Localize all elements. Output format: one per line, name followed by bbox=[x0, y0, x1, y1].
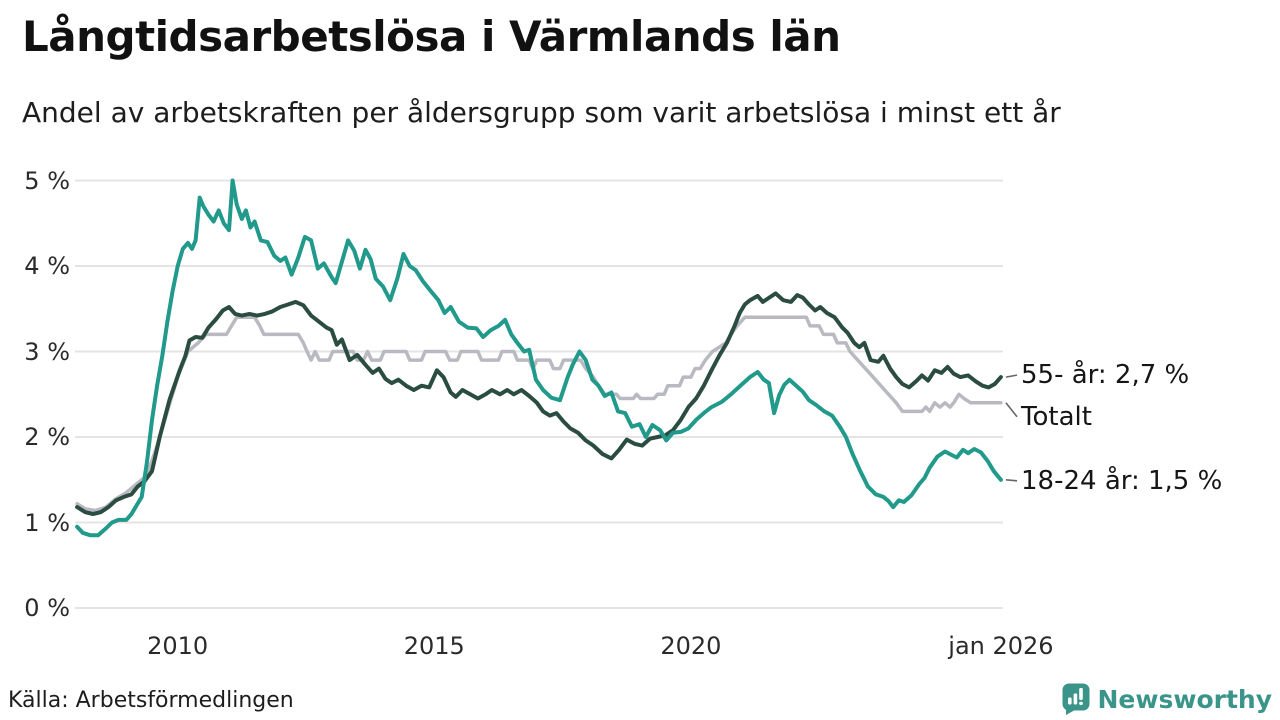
x-tick-label: jan 2026 bbox=[948, 632, 1054, 660]
end-label-connector-age-18-24 bbox=[1005, 479, 1018, 482]
series-end-label-total: Totalt bbox=[1021, 401, 1092, 432]
x-tick-label: 2020 bbox=[660, 632, 722, 660]
newsworthy-wordmark: Newsworthy bbox=[1097, 684, 1273, 714]
y-tick-label: 3 % bbox=[24, 337, 70, 366]
source-note: Källa: Arbetsförmedlingen bbox=[8, 688, 294, 713]
y-tick-label: 1 % bbox=[24, 508, 70, 537]
series-line-age-55-plus bbox=[75, 291, 1003, 516]
newsworthy-speech-bubble-chart-icon bbox=[1062, 683, 1089, 715]
chart-title: Långtidsarbetslösa i Värmlands län bbox=[22, 12, 841, 61]
x-tick-label: 2015 bbox=[403, 632, 465, 660]
x-tick-label: 2010 bbox=[147, 632, 209, 660]
series-line-age-18-24 bbox=[75, 178, 1003, 538]
newsworthy-logo[interactable]: Newsworthy bbox=[1061, 682, 1273, 716]
chart-subtitle: Andel av arbetskraften per åldersgrupp s… bbox=[22, 96, 1061, 129]
series-line-total bbox=[75, 315, 1003, 513]
end-label-connector-age-55-plus bbox=[1005, 374, 1018, 378]
y-tick-label: 0 % bbox=[24, 594, 70, 622]
y-tick-label: 2 % bbox=[24, 423, 70, 451]
series-end-label-age-55-plus: 55- år: 2,7 % bbox=[1021, 360, 1190, 391]
end-label-connector-total bbox=[1005, 402, 1018, 418]
y-tick-label: 4 % bbox=[24, 252, 70, 280]
series-end-label-age-18-24: 18-24 år: 1,5 % bbox=[1021, 465, 1223, 496]
y-tick-label: 5 % bbox=[24, 166, 70, 195]
